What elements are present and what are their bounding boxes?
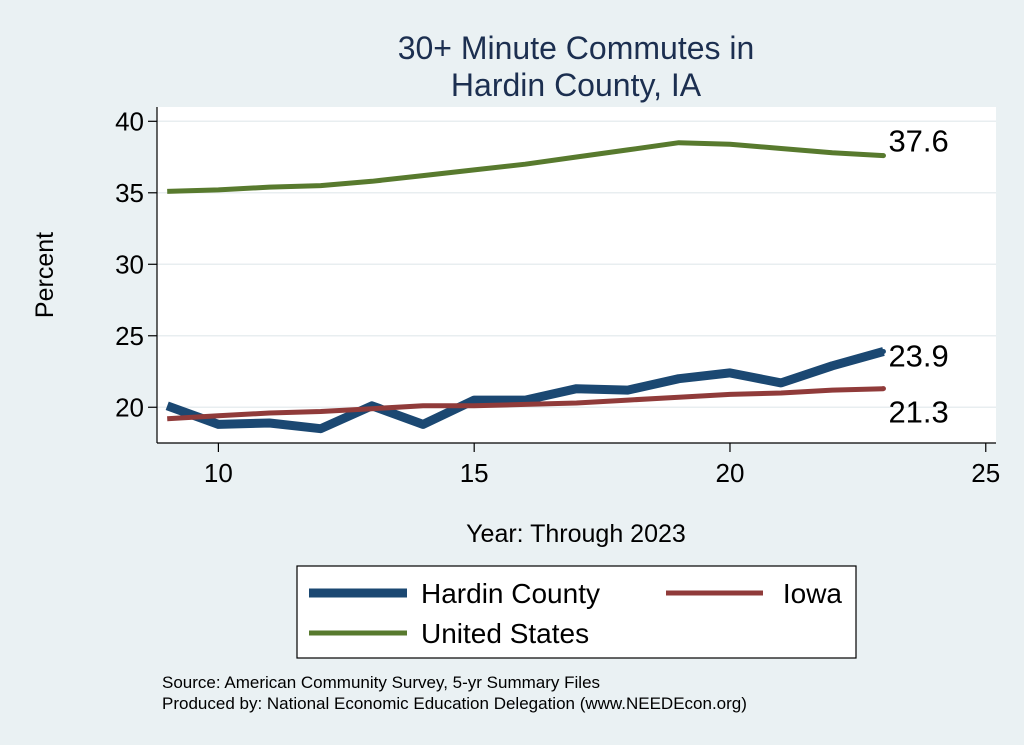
x-tick-label: 25 <box>971 458 1000 488</box>
y-tick-label: 40 <box>115 106 144 136</box>
legend-label-united-states: United States <box>421 618 589 649</box>
y-tick-label: 30 <box>115 249 144 279</box>
chart-title-line-2: Hardin County, IA <box>451 67 702 103</box>
end-label-united-states: 37.6 <box>888 124 948 159</box>
end-point-united-states <box>881 153 886 158</box>
x-axis-ticks: 10 15 20 25 <box>204 443 1000 488</box>
end-label-iowa: 21.3 <box>888 395 948 430</box>
x-tick-label: 20 <box>716 458 745 488</box>
produced-by-note: Produced by: National Economic Education… <box>162 694 747 713</box>
source-note: Source: American Community Survey, 5-yr … <box>162 673 600 692</box>
y-tick-label: 20 <box>115 392 144 422</box>
chart-title-line-1: 30+ Minute Commutes in <box>398 30 755 66</box>
chart: 20 25 30 35 40 10 15 20 25 23.9 21.3 37.6 30+ Min… <box>0 0 1024 745</box>
x-tick-label: 10 <box>204 458 233 488</box>
legend-label-hardin-county: Hardin County <box>421 578 600 609</box>
legend-label-iowa: Iowa <box>783 578 843 609</box>
end-label-hardin-county: 23.9 <box>888 338 948 373</box>
y-axis-title: Percent <box>31 232 59 318</box>
end-point-hardin-county <box>881 349 886 354</box>
x-tick-label: 15 <box>460 458 489 488</box>
x-axis-title: Year: Through 2023 <box>466 520 686 548</box>
y-tick-label: 35 <box>115 178 144 208</box>
y-axis-ticks: 20 25 30 35 40 <box>115 106 157 422</box>
end-point-iowa <box>881 386 886 391</box>
y-tick-label: 25 <box>115 321 144 351</box>
